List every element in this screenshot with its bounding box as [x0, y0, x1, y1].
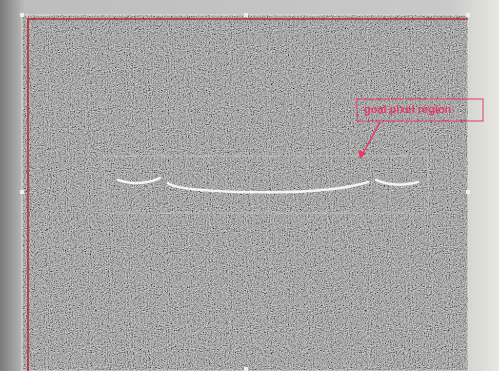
screenshot: goal pixel region [0, 0, 499, 371]
page: {"annotation": {"label": "goal pixel reg… [0, 0, 499, 371]
annotation-label: goal pixel region [364, 104, 452, 116]
